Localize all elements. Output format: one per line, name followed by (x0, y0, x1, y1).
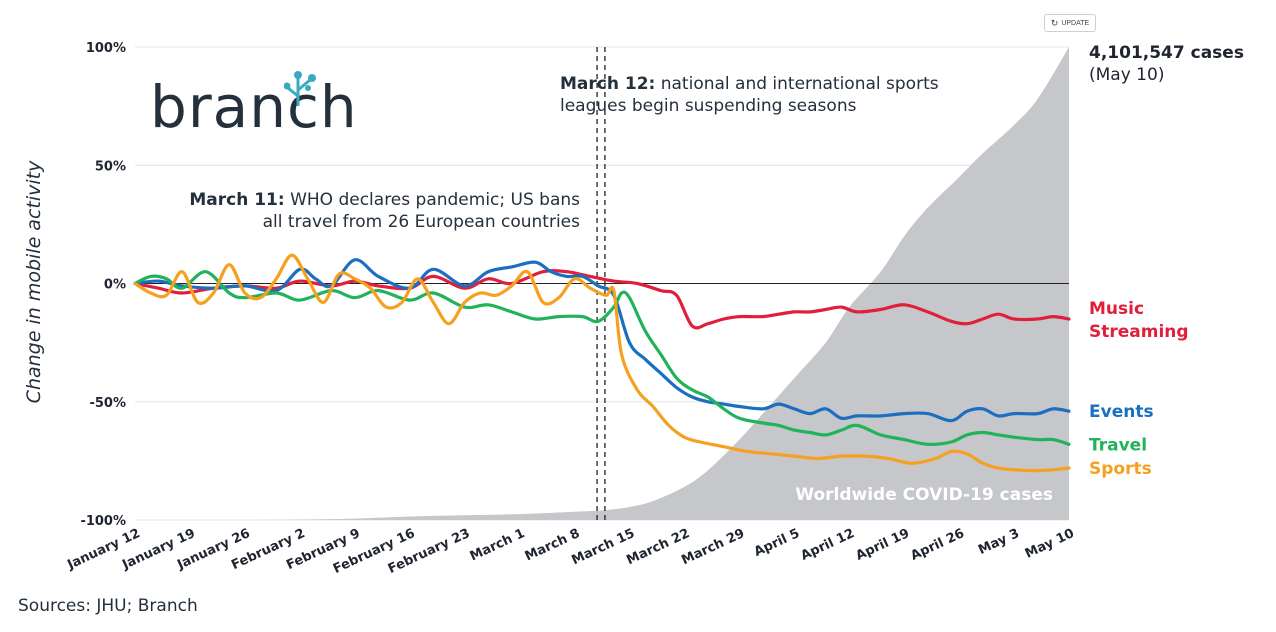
logo-text: branch (150, 73, 358, 141)
series-labels: Music Streaming Events Travel Sports (1089, 299, 1189, 479)
branch-logo: branch (150, 71, 358, 136)
y-tick-label: 50% (95, 159, 126, 174)
x-tick-label: April 19 (854, 526, 912, 564)
x-tick-label: May 3 (976, 526, 1022, 558)
series-label-events: Events (1089, 402, 1154, 422)
annotation-march-11-line2: all travel from 26 European countries (262, 212, 580, 232)
annotation-march-11-line1: WHO declares pandemic; US bans (284, 190, 580, 210)
annotation-march-12: March 12: national and international spo… (560, 73, 939, 117)
logo-tree-icon (284, 71, 316, 106)
series-label-music: Music (1089, 299, 1144, 319)
series-line-sports (133, 253, 1071, 473)
update-button[interactable]: ↻ UPDATE (1044, 14, 1096, 32)
series-label-sports: Sports (1089, 459, 1152, 479)
cases-count: 4,101,547 cases (1089, 43, 1244, 63)
x-tick-label: May 10 (1023, 526, 1077, 562)
x-tick-label: April 5 (752, 526, 802, 560)
covid-cases-area (135, 47, 1069, 521)
y-axis-title: Change in mobile activity (23, 160, 45, 403)
annotation-march-11: March 11: WHO declares pandemic; US bans… (160, 189, 580, 233)
annotation-march-11-date: March 11: (189, 190, 285, 210)
x-tick-label: March 1 (468, 526, 527, 564)
y-tick-labels: 100% 50% 0% -50% -100% (80, 41, 126, 529)
series-line-travel (133, 270, 1071, 446)
y-tick-label: -50% (89, 396, 126, 411)
series-line-events (133, 258, 1071, 423)
update-button-label: UPDATE (1061, 19, 1090, 27)
area-label: Worldwide COVID-19 cases (795, 485, 1053, 505)
series-lines (133, 253, 1071, 473)
annotation-march-12-date: March 12: (560, 74, 656, 94)
cases-date: (May 10) (1089, 65, 1165, 85)
annotation-march-12-line2: leagues begin suspending seasons (560, 96, 857, 116)
series-label-music-line2: Streaming (1089, 322, 1189, 342)
cases-total: 4,101,547 cases (May 10) (1089, 42, 1244, 86)
x-tick-label: April 12 (799, 526, 857, 564)
annotation-march-12-line1: national and international sports (655, 74, 939, 94)
y-tick-label: -100% (80, 514, 126, 529)
series-label-travel: Travel (1089, 435, 1147, 455)
y-tick-label: 100% (86, 41, 126, 56)
x-tick-label: March 29 (679, 526, 747, 568)
refresh-icon: ↻ (1050, 17, 1059, 28)
x-tick-label: April 26 (909, 526, 967, 564)
sources-note: Sources: JHU; Branch (18, 596, 198, 616)
y-tick-label: 0% (104, 278, 126, 293)
